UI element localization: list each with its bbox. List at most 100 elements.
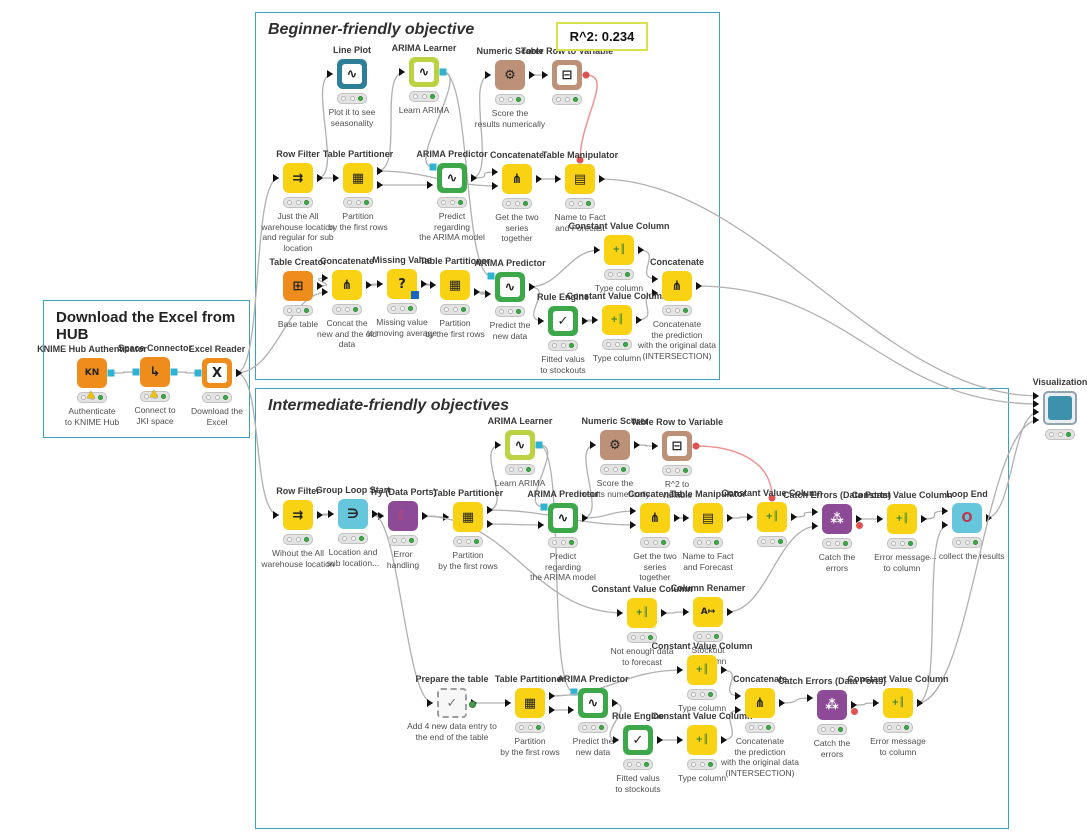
node-row-filter[interactable]: Row Filter ⇉ Wihout the All warehouse loca… <box>233 486 363 569</box>
connection[interactable] <box>371 513 434 704</box>
node-constant-value-column[interactable]: Constant Value Column +║ Type column <box>637 641 767 714</box>
connection[interactable] <box>660 611 690 614</box>
node-arima-predictor[interactable]: ARIMA Predictor ∿ Predict regarding the AR… <box>387 149 517 243</box>
node-table-partitioner[interactable]: Table Partitioner ▦ Partition by the first… <box>293 149 423 232</box>
r-squared-annotation[interactable]: R^2: 0.234 <box>556 22 648 51</box>
connection[interactable] <box>365 283 384 286</box>
connection[interactable] <box>720 709 742 741</box>
node-constant-value-column[interactable]: Constant Value Column +║ Not enough data t… <box>577 584 707 667</box>
variable-connection[interactable] <box>579 74 598 161</box>
status-traffic-light: ▲ <box>77 390 107 403</box>
connection[interactable] <box>528 249 601 288</box>
connection[interactable] <box>442 71 492 277</box>
node-table-partitioner[interactable]: Table Partitioner ▦ Partition by the first… <box>403 488 533 571</box>
connection[interactable] <box>486 523 545 526</box>
connection[interactable] <box>633 444 659 447</box>
node-prepare-the-table-metanode[interactable]: Prepare the table ✓ Add 4 new data entry t… <box>387 674 517 742</box>
connection[interactable] <box>790 511 819 518</box>
node-numeric-scorer[interactable]: Numeric Scorer ⚙ Score the results numeric… <box>445 46 575 129</box>
connection[interactable] <box>726 516 754 519</box>
node-concatenate[interactable]: Concatenate ⋔ Get the two series together <box>452 150 582 244</box>
node-arima-learner[interactable]: ARIMA Learner ∿ Learn ARIMA <box>455 416 585 489</box>
connection[interactable] <box>538 444 575 693</box>
node-arima-predictor[interactable]: ARIMA Predictor ∿ Predict regarding the AR… <box>498 489 628 583</box>
node-numeric-scorer[interactable]: Numeric Scorer ⚙ Score the results numeric… <box>550 416 680 499</box>
node-constant-value-column[interactable]: Constant Value Column +║ <box>707 488 837 547</box>
node-rule-engine[interactable]: Rule Engine ✓ Fitted valus to stockouts <box>573 711 703 794</box>
node-rule-engine[interactable]: Rule Engine ✓ Fitted valus to stockouts <box>498 292 628 375</box>
connection[interactable] <box>637 249 659 280</box>
connection[interactable] <box>720 669 742 697</box>
connection[interactable] <box>173 371 199 374</box>
connection[interactable] <box>376 71 406 172</box>
connection[interactable] <box>470 171 499 179</box>
connection[interactable] <box>235 177 280 374</box>
connection[interactable] <box>534 444 549 508</box>
model-learner-icon: ∿ <box>409 57 439 87</box>
connection[interactable] <box>316 277 329 287</box>
node-arima-predictor[interactable]: ARIMA Predictor ∿ Predict the new data <box>445 258 575 341</box>
node-table-row-to-variable[interactable]: Table Row to Variable ⊟ R^2 to variable <box>612 417 742 500</box>
flow-variable-port <box>692 442 700 450</box>
annotation-box-download[interactable]: Download the Excel from HUB <box>43 300 250 438</box>
connection[interactable] <box>920 510 949 520</box>
status-gray-dot <box>399 306 405 311</box>
connection[interactable] <box>598 178 1040 397</box>
connection[interactable] <box>581 444 597 519</box>
node-table-manipulator[interactable]: Table Manipulator ▤ Name to Fact and Forec… <box>643 489 773 572</box>
connection[interactable] <box>235 372 280 516</box>
node-try-data-ports[interactable]: Try (Data Ports) ☾ Error handling <box>338 487 468 570</box>
node-catch-errors-data-ports[interactable]: Catch Errors (Data Ports) ⁂ Catch the erro… <box>767 676 897 759</box>
annotation-box-intermediate[interactable]: Intermediate-friendly objectives <box>255 388 1009 829</box>
connection[interactable] <box>778 697 814 704</box>
node-table-partitioner[interactable]: Table Partitioner ▦ Partition by the first… <box>465 674 595 757</box>
connection[interactable] <box>581 510 637 519</box>
connection[interactable] <box>916 524 949 704</box>
node-table-row-to-variable[interactable]: Table Row to Variable ⊟ <box>502 46 632 105</box>
node-table-partitioner[interactable]: Table Partitioner ▦ Partition by the first… <box>390 256 520 339</box>
variable-connection[interactable] <box>695 445 773 499</box>
connection[interactable] <box>548 669 684 697</box>
node-line-plot[interactable]: Line Plot ∿ Plot it to see seasonality <box>287 45 417 128</box>
node-table-creator[interactable]: Table Creator ⊞ Base table <box>233 257 363 330</box>
node-constant-value-column[interactable]: Constant Value Column +║ Error message to … <box>837 490 967 573</box>
node-row-filter[interactable]: Row Filter ⇉ Just the All warehouse locati… <box>233 149 363 254</box>
node-arima-predictor[interactable]: ARIMA Predictor ∿ Predict the new data <box>528 674 658 757</box>
node-table-manipulator[interactable]: Table Manipulator ▤ Name to Fact and Forec… <box>515 150 645 233</box>
connection[interactable] <box>420 283 437 286</box>
connection[interactable] <box>486 444 502 511</box>
node-concatenate[interactable]: Concatenate ⋔ Concatenate the prediction w… <box>695 674 825 779</box>
node-visualization-component[interactable]: Visualization <box>995 377 1087 440</box>
connection[interactable] <box>695 285 1040 405</box>
node-constant-value-column[interactable]: Constant Value Column +║ Type column <box>552 291 682 364</box>
connection[interactable] <box>609 702 622 741</box>
node-loop-end[interactable]: Loop End O ... collect the results <box>902 489 1032 562</box>
connection[interactable] <box>850 702 880 706</box>
annotation-box-beginner[interactable]: Beginner-friendly objective <box>255 12 720 380</box>
connection[interactable] <box>473 291 492 295</box>
node-concatenate[interactable]: Concatenate ⋔ Concat the new and the old d… <box>282 256 412 350</box>
node-catch-errors-data-ports[interactable]: Catch Errors (Data Ports) ⁂ Catch the erro… <box>772 490 902 573</box>
node-excel-reader[interactable]: Excel Reader X Download the Excel <box>152 344 282 427</box>
connection[interactable] <box>235 291 329 374</box>
node-arima-learner[interactable]: ARIMA Learner ∿ Learn ARIMA <box>359 43 489 116</box>
node-constant-value-column[interactable]: Constant Value Column +║ Error message to … <box>833 674 963 757</box>
connection[interactable] <box>470 74 492 179</box>
node-constant-value-column[interactable]: Constant Value Column +║ Type column <box>554 221 684 294</box>
connection[interactable] <box>528 286 545 322</box>
node-constant-value-column[interactable]: Constant Value Column +║ Type column <box>637 711 767 784</box>
node-concatenate[interactable]: Concatenate ⋔ Concatenate the prediction w… <box>612 257 742 362</box>
connection[interactable] <box>110 371 137 374</box>
connection[interactable] <box>635 292 659 321</box>
connection[interactable] <box>316 513 335 516</box>
node-knime-hub-authenticator[interactable]: KNIME Hub Authenticator KN ▲ Authenticate t… <box>27 344 157 427</box>
node-concatenate[interactable]: Concatenate ⋔ Get the two series together <box>590 489 720 583</box>
connection[interactable] <box>581 319 599 322</box>
node-missing-value[interactable]: Missing Value? Missing value to moving av… <box>337 255 467 338</box>
connection[interactable] <box>916 419 1040 704</box>
connection[interactable] <box>316 73 334 179</box>
node-space-connector[interactable]: Space Connector ↳ ▲ Connect to JKI space <box>90 343 220 426</box>
connection[interactable] <box>726 525 819 613</box>
node-group-loop-start[interactable]: Group Loop Start ∋ Location and sub locati… <box>288 485 418 568</box>
connection[interactable] <box>985 411 1040 519</box>
